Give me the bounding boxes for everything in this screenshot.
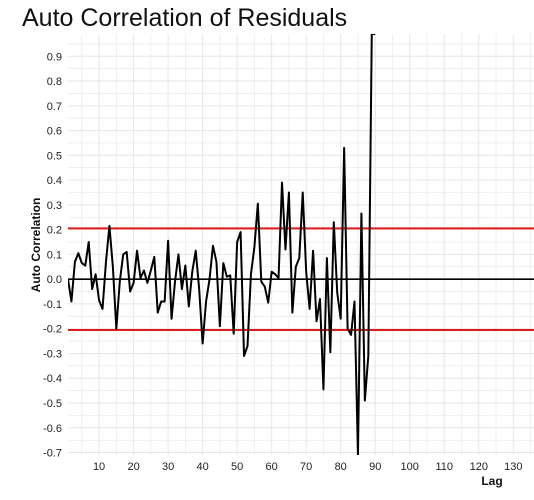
x-tick-labels: 10 20 30 40 50 60 70 80 90 100 110 120 130 <box>93 461 523 473</box>
y-tick-labels: -0.7 -0.6 -0.5 -0.4 -0.3 -0.2 -0.1 0.0 0.1 0.2 0.3… <box>43 51 62 459</box>
y-tick-label: -0.2 <box>43 324 62 336</box>
y-tick-label: 0.8 <box>47 76 62 88</box>
y-tick-label: -0.5 <box>43 398 62 410</box>
y-tick-label: -0.1 <box>43 299 62 311</box>
grid-layer <box>68 34 534 455</box>
acf-series-line <box>68 34 376 455</box>
x-tick-label: 40 <box>196 461 208 473</box>
x-tick-label: 30 <box>162 461 174 473</box>
x-tick-label: 10 <box>93 461 105 473</box>
y-tick-label: 0.1 <box>47 249 62 261</box>
y-tick-label: 0.3 <box>47 200 62 212</box>
x-tick-label: 60 <box>266 461 278 473</box>
y-tick-label: 0.6 <box>47 126 62 138</box>
y-tick-label: 0.9 <box>47 51 62 63</box>
y-tick-label: 0.5 <box>47 150 62 162</box>
y-tick-label: 0.7 <box>47 101 62 113</box>
y-tick-label: 0.2 <box>47 225 62 237</box>
x-tick-label: 50 <box>231 461 243 473</box>
x-tick-label: 130 <box>504 461 522 473</box>
x-tick-label: 120 <box>470 461 488 473</box>
y-tick-label: -0.3 <box>43 348 62 360</box>
series-layer <box>68 34 376 455</box>
y-tick-label: 0.0 <box>47 274 62 286</box>
y-axis-title: Auto Correlation <box>29 198 43 293</box>
x-tick-label: 90 <box>369 461 381 473</box>
y-tick-label: 0.4 <box>47 175 62 187</box>
y-tick-label: -0.6 <box>43 423 62 435</box>
x-tick-label: 110 <box>435 461 453 473</box>
x-axis-title: Lag <box>481 474 502 488</box>
y-tick-label: -0.7 <box>43 448 62 460</box>
x-tick-label: 80 <box>335 461 347 473</box>
x-tick-label: 100 <box>401 461 419 473</box>
x-tick-label: 20 <box>127 461 139 473</box>
x-tick-label: 70 <box>300 461 312 473</box>
chart-title: Auto Correlation of Residuals <box>22 4 348 32</box>
y-tick-label: -0.4 <box>43 373 62 385</box>
